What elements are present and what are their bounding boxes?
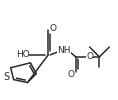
Text: O: O — [86, 52, 93, 61]
Text: O: O — [50, 24, 57, 33]
Text: HO: HO — [16, 50, 29, 59]
Text: NH: NH — [57, 46, 71, 56]
Text: O: O — [67, 70, 74, 79]
Text: S: S — [4, 72, 10, 82]
